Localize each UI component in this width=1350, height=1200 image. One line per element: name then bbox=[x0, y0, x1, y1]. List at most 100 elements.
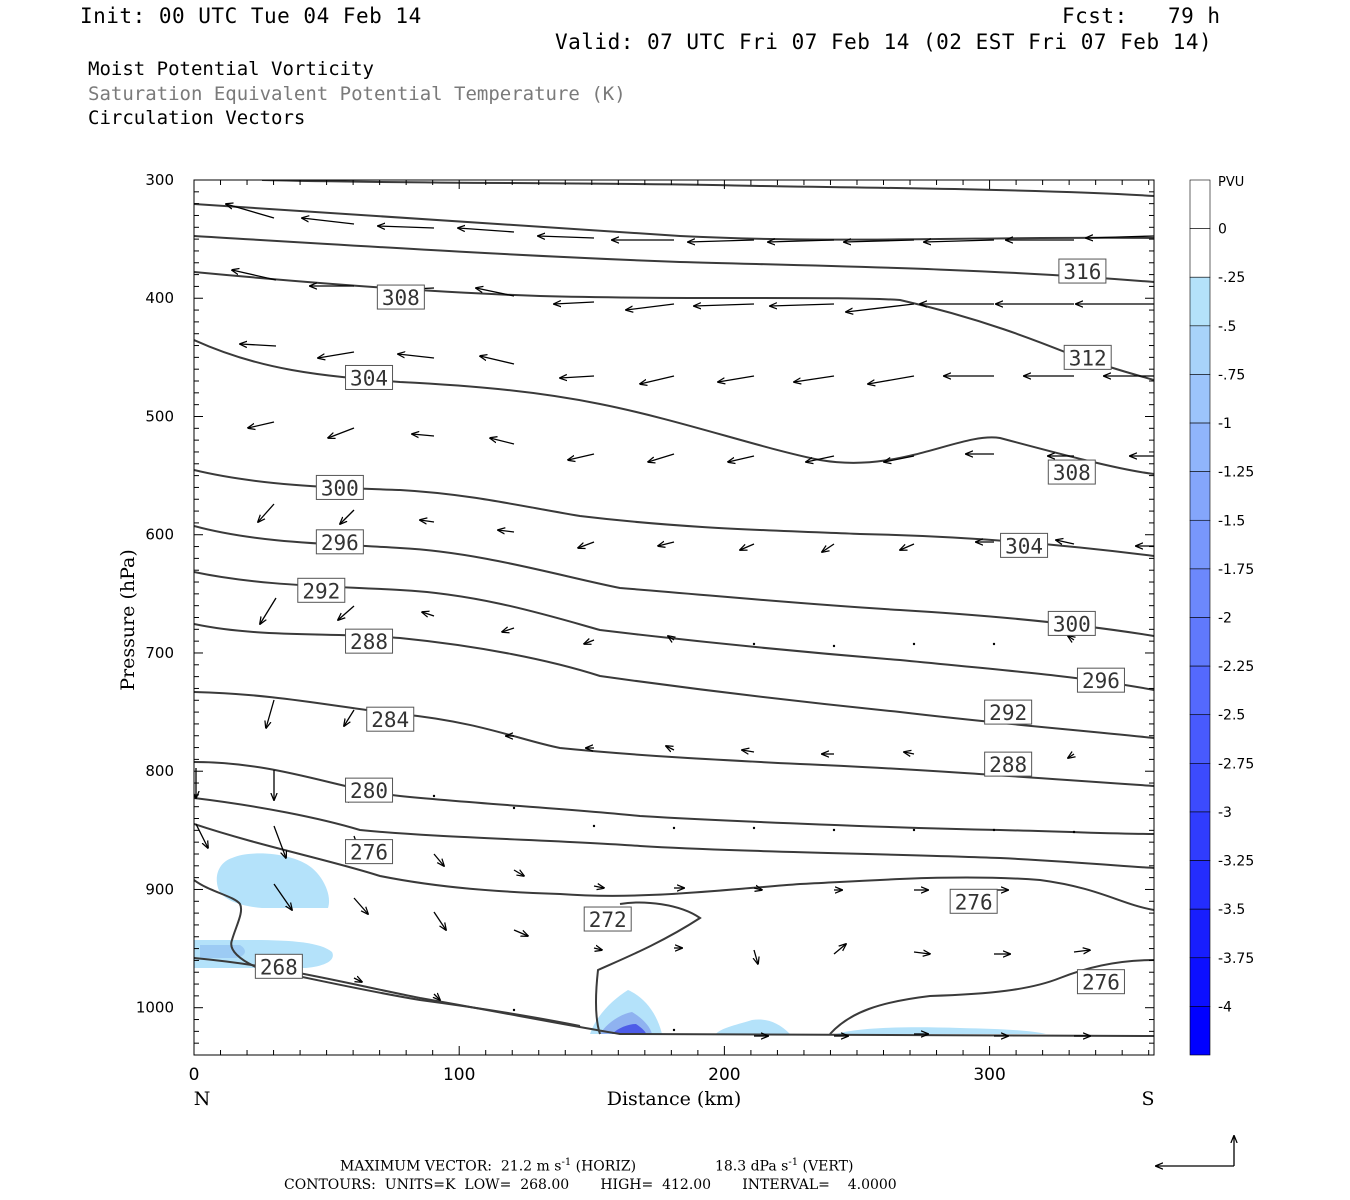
max-vector-vert-exp: -1 bbox=[788, 1157, 799, 1168]
contour-label-text: 288 bbox=[989, 753, 1027, 777]
y-tick-label: 300 bbox=[145, 171, 174, 189]
contour-label-text: 304 bbox=[350, 366, 388, 390]
colorbar-bin bbox=[1189, 714, 1211, 764]
circulation-vector bbox=[248, 421, 275, 428]
vector-dot bbox=[912, 828, 916, 832]
circulation-vector bbox=[412, 434, 435, 436]
contour-label: 276 bbox=[1076, 969, 1125, 995]
contours-info: CONTOURS: UNITS=K LOW= 268.00 HIGH= 412.… bbox=[284, 1177, 897, 1193]
contour-label-text: 276 bbox=[350, 841, 388, 865]
contour-label-box bbox=[297, 577, 346, 603]
contour-label-box bbox=[315, 474, 364, 500]
circulation-vector bbox=[1068, 636, 1074, 640]
contour-label-box bbox=[345, 777, 394, 803]
contour-label: 292 bbox=[297, 577, 346, 603]
contour-label-text: 292 bbox=[302, 579, 340, 603]
circulation-vector bbox=[794, 375, 835, 382]
circulation-vector bbox=[742, 750, 755, 752]
colorbar-bin bbox=[1189, 568, 1211, 618]
circulation-vector bbox=[273, 883, 292, 910]
contour-label: 316 bbox=[1058, 258, 1107, 284]
colorbar-label: -1 bbox=[1218, 416, 1232, 432]
colorbar-bin bbox=[1189, 228, 1211, 278]
field-title-vectors: Circulation Vectors bbox=[88, 107, 306, 129]
circulation-vector bbox=[458, 228, 515, 233]
circulation-vector bbox=[754, 949, 758, 964]
pv-shading bbox=[194, 853, 1046, 1034]
contour-label-box bbox=[583, 906, 632, 932]
circulation-vector bbox=[904, 752, 915, 754]
circulation-vector bbox=[538, 236, 595, 238]
colorbar-bin bbox=[1189, 276, 1211, 327]
contour-label-box bbox=[984, 699, 1033, 725]
colorbar-unit: PVU bbox=[1218, 175, 1244, 190]
circulation-vector bbox=[260, 597, 277, 624]
contour-label-box bbox=[366, 706, 415, 732]
y-axis-label: Pressure (hPa) bbox=[117, 549, 139, 691]
colorbar-label: -2.5 bbox=[1218, 708, 1245, 724]
contour-line bbox=[261, 180, 1154, 197]
circulation-vector bbox=[846, 303, 915, 312]
circulation-vector bbox=[340, 509, 355, 524]
contour-line bbox=[194, 571, 1154, 691]
contour-label-text: 272 bbox=[589, 908, 627, 932]
colorbar-bin bbox=[1189, 763, 1211, 813]
colorbar-bin bbox=[1189, 325, 1211, 375]
circulation-vector bbox=[626, 303, 675, 310]
colorbar-bin bbox=[1189, 665, 1211, 716]
contour-label: 268 bbox=[254, 953, 303, 979]
contour-line bbox=[194, 235, 1154, 283]
pv-region bbox=[716, 1019, 790, 1034]
circulation-vector bbox=[420, 520, 435, 522]
circulation-vector bbox=[1073, 950, 1090, 952]
reference-vector bbox=[1156, 1136, 1234, 1166]
y-tick-label: 800 bbox=[145, 762, 174, 780]
colorbar-label: -.5 bbox=[1218, 319, 1236, 335]
circulation-vector bbox=[266, 699, 275, 728]
circulation-vector bbox=[822, 543, 835, 552]
vector-dot bbox=[592, 824, 596, 828]
contour-label-box bbox=[984, 751, 1033, 777]
contour-label-box bbox=[254, 953, 303, 979]
x-tick-label: 300 bbox=[973, 1065, 1005, 1085]
vector-dot bbox=[672, 1028, 676, 1032]
y-tick-label: 600 bbox=[145, 526, 174, 544]
colorbar-bin bbox=[1189, 957, 1211, 1007]
colorbar-label: -3 bbox=[1218, 805, 1232, 821]
circulation-vector bbox=[593, 886, 604, 888]
colorbar-bin bbox=[1189, 374, 1211, 424]
circulation-vector bbox=[513, 870, 524, 876]
vector-dot bbox=[672, 826, 676, 830]
contour-label: 272 bbox=[583, 906, 632, 932]
circulation-vector bbox=[740, 543, 755, 550]
circulation-vector bbox=[302, 218, 355, 225]
colorbar-label: -2.75 bbox=[1218, 756, 1254, 772]
circulation-vector bbox=[568, 453, 595, 460]
contour-label-box bbox=[315, 529, 364, 555]
circulation-vector bbox=[476, 288, 515, 297]
contour-label-text: 312 bbox=[1069, 346, 1107, 370]
colorbar-label: -3.75 bbox=[1218, 951, 1254, 967]
y-tick-label: 500 bbox=[145, 407, 174, 425]
y-tick-labels: 300 400 500 600 700 800 900 1000 bbox=[136, 171, 174, 1017]
contour-label-box bbox=[1000, 532, 1049, 558]
max-vector-horiz-tag: (HORIZ) bbox=[575, 1158, 637, 1175]
circulation-vector bbox=[378, 226, 435, 228]
contour-label: 276 bbox=[949, 888, 998, 914]
contour-label-box bbox=[949, 888, 998, 914]
contour-label-box bbox=[345, 628, 394, 654]
field-title-mpv: Moist Potential Vorticity bbox=[88, 58, 374, 80]
vector-dot bbox=[432, 794, 436, 798]
circulation-vector bbox=[232, 270, 277, 281]
contour-label: 308 bbox=[376, 284, 425, 310]
contour-label-text: 316 bbox=[1063, 260, 1101, 284]
field-title-theta-es: Saturation Equivalent Potential Temperat… bbox=[88, 83, 626, 105]
colorbar-label: -2 bbox=[1218, 611, 1232, 627]
contour-label: 296 bbox=[1076, 667, 1125, 693]
contour-line bbox=[194, 957, 1154, 1037]
circulation-vector bbox=[688, 240, 755, 242]
circulation-vector bbox=[422, 612, 435, 616]
colorbar-label: -.75 bbox=[1218, 367, 1245, 383]
vector-dot bbox=[1072, 830, 1076, 834]
circulation-vector bbox=[844, 240, 915, 242]
